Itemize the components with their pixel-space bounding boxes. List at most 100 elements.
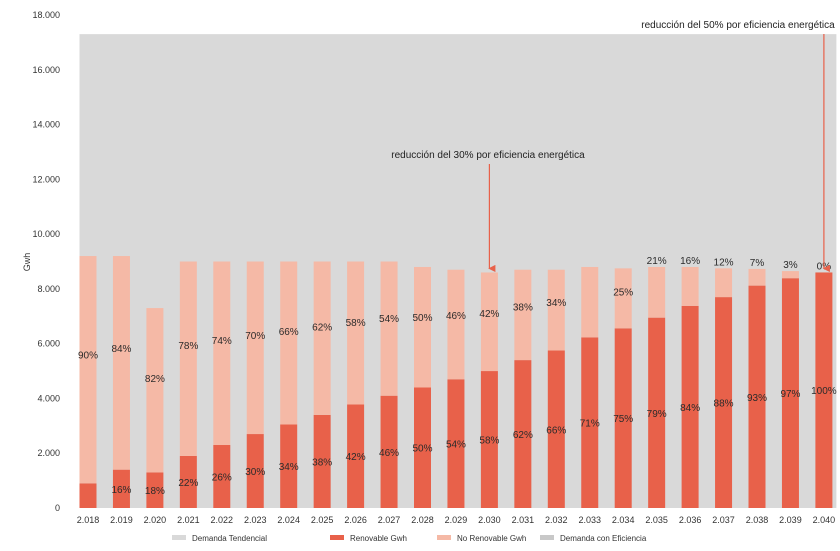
no-renovable-bar: [280, 261, 298, 425]
renovable-pct-label: 26%: [212, 473, 232, 484]
no-renovable-bar: [581, 266, 599, 338]
renovable-pct-label: 100%: [811, 386, 837, 397]
y-tick-label: 4.000: [37, 393, 60, 403]
no-renovable-bar: [313, 261, 331, 415]
no-renovable-pct-label: 16%: [680, 256, 700, 267]
no-renovable-pct-label: 62%: [312, 323, 332, 334]
renovable-bar: [347, 404, 365, 508]
legend-label: Renovable Gwh: [350, 534, 407, 543]
renovable-pct-label: 75%: [613, 414, 633, 425]
no-renovable-pct-label: 78%: [178, 341, 198, 352]
no-renovable-bar: [347, 261, 365, 405]
no-renovable-bar: [514, 269, 532, 361]
no-renovable-bar: [112, 256, 130, 470]
no-renovable-bar: [614, 268, 632, 329]
y-tick-label: 12.000: [32, 174, 60, 184]
x-tick-label: 2.032: [545, 515, 568, 525]
x-tick-label: 2.023: [244, 515, 267, 525]
y-axis-label: Gwh: [22, 253, 32, 272]
renovable-bar: [146, 472, 164, 508]
no-renovable-bar: [179, 261, 197, 456]
x-tick-label: 2.027: [378, 515, 401, 525]
no-renovable-pct-label: 70%: [245, 331, 265, 342]
renovable-bar: [681, 305, 699, 508]
renovable-pct-label: 18%: [145, 486, 165, 497]
renovable-bar: [648, 317, 666, 508]
no-renovable-pct-label: 74%: [212, 336, 232, 347]
no-renovable-bar: [681, 266, 699, 306]
renovable-bar: [447, 379, 465, 508]
no-renovable-bar: [146, 308, 164, 473]
no-renovable-pct-label: 46%: [446, 311, 466, 322]
renovable-pct-label: 93%: [747, 393, 767, 404]
no-renovable-pct-label: 34%: [546, 298, 566, 309]
y-tick-label: 2.000: [37, 448, 60, 458]
renovable-pct-label: 16%: [111, 485, 131, 496]
x-tick-label: 2.034: [612, 515, 635, 525]
renovable-bar: [614, 328, 632, 508]
x-tick-label: 2.033: [578, 515, 601, 525]
no-renovable-bar: [547, 269, 565, 351]
y-tick-label: 18.000: [32, 10, 60, 20]
legend-label: Demanda Tendencial: [192, 534, 267, 543]
no-renovable-bar: [414, 266, 431, 388]
renovable-pct-label: 71%: [580, 419, 600, 430]
no-renovable-bar: [447, 269, 465, 380]
renovable-bar: [715, 297, 733, 508]
no-renovable-pct-label: 84%: [111, 344, 131, 355]
no-renovable-pct-label: 66%: [279, 327, 299, 338]
renovable-bar: [246, 434, 264, 508]
no-renovable-pct-label: 54%: [379, 314, 399, 325]
renovable-pct-label: 50%: [412, 444, 432, 455]
renovable-pct-label: 58%: [479, 436, 499, 447]
x-tick-label: 2.037: [712, 515, 735, 525]
x-tick-label: 2.038: [746, 515, 769, 525]
no-renovable-pct-label: 21%: [647, 256, 667, 267]
y-tick-label: 16.000: [32, 65, 60, 75]
y-tick-label: 8.000: [37, 284, 60, 294]
x-tick-label: 2.039: [779, 515, 802, 525]
renovable-pct-label: 22%: [178, 478, 198, 489]
x-tick-label: 2.022: [211, 515, 234, 525]
y-tick-label: 0: [55, 503, 60, 513]
x-tick-label: 2.040: [813, 515, 836, 525]
renovable-bar: [480, 371, 498, 508]
renovable-pct-label: 88%: [714, 399, 734, 410]
no-renovable-bar: [213, 261, 231, 446]
x-tick-label: 2.026: [344, 515, 367, 525]
x-tick-label: 2.020: [144, 515, 167, 525]
legend-swatch: [172, 535, 186, 540]
renovable-bar: [79, 483, 97, 508]
renovable-bar: [581, 337, 599, 508]
no-renovable-bar: [715, 268, 733, 298]
x-tick-label: 2.021: [177, 515, 200, 525]
no-renovable-pct-label: 82%: [145, 374, 165, 385]
x-tick-label: 2.019: [110, 515, 133, 525]
legend-swatch: [330, 535, 344, 540]
no-renovable-pct-label: 3%: [783, 260, 798, 271]
no-renovable-bar: [79, 256, 97, 484]
x-tick-label: 2.036: [679, 515, 702, 525]
renovable-pct-label: 84%: [680, 403, 700, 414]
no-renovable-bar: [748, 268, 766, 286]
renovable-bar: [815, 272, 833, 508]
renovable-pct-label: 34%: [279, 462, 299, 473]
renovable-bar: [380, 395, 398, 508]
y-tick-label: 10.000: [32, 229, 60, 239]
x-tick-label: 2.029: [445, 515, 468, 525]
renovable-pct-label: 79%: [647, 409, 667, 420]
renovable-pct-label: 46%: [379, 448, 399, 459]
no-renovable-bar: [246, 261, 264, 435]
renovable-pct-label: 42%: [346, 452, 366, 463]
no-renovable-bar: [648, 266, 666, 318]
efficiency-annotation: reducción del 50% por eficiencia energét…: [641, 20, 835, 31]
renovable-pct-label: 38%: [312, 457, 332, 468]
renovable-bar: [213, 445, 231, 508]
renovable-bar: [280, 424, 298, 508]
renovable-bar: [112, 469, 130, 508]
x-tick-label: 2.031: [512, 515, 535, 525]
renovable-bar: [514, 360, 532, 508]
x-tick-label: 2.030: [478, 515, 501, 525]
renovable-pct-label: 30%: [245, 467, 265, 478]
renovable-bar: [414, 387, 431, 508]
